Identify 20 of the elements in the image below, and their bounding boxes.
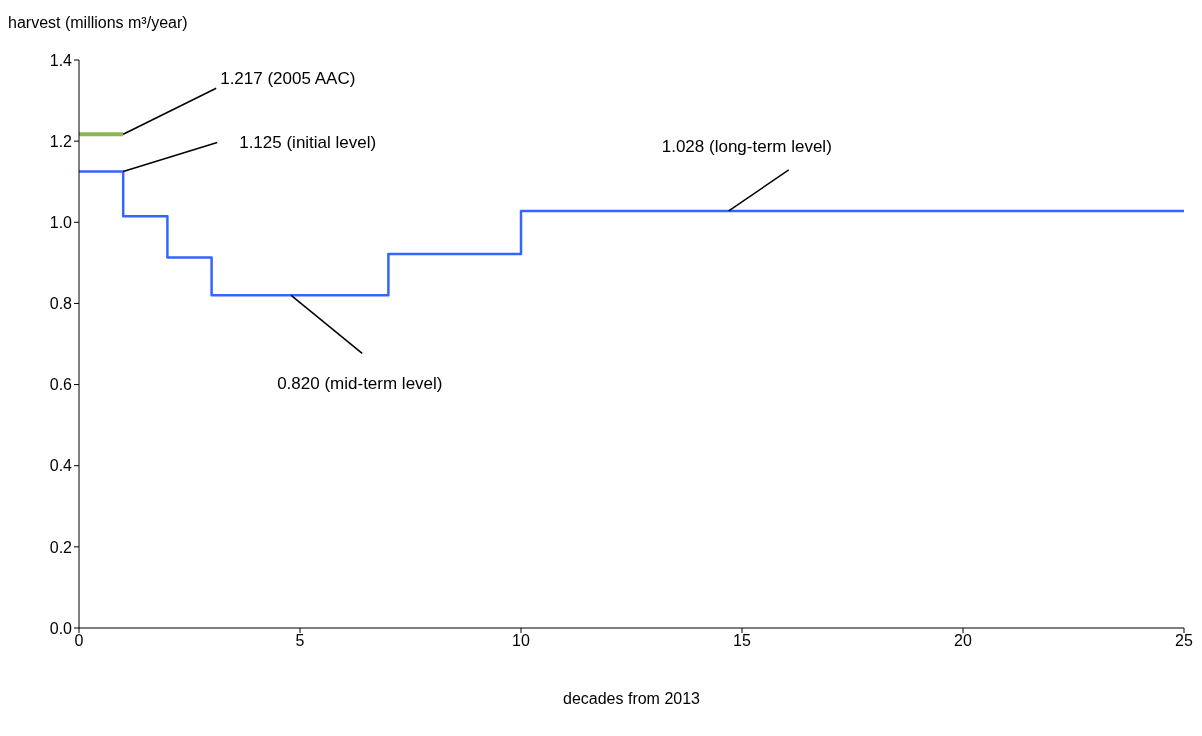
y-tick-label: 0.4 (49, 457, 73, 475)
y-axis-title: harvest (millions m³/year) (8, 14, 188, 32)
x-tick-label: 25 (1175, 632, 1193, 650)
y-tick-label: 1.2 (49, 132, 73, 150)
x-tick-label: 10 (512, 632, 530, 650)
annotation: 0.820 (mid-term level) (277, 373, 443, 393)
y-tick-label: 0.8 (49, 295, 73, 313)
x-axis-title: decades from 2013 (562, 690, 701, 708)
annotation: 1.028 (long-term level) (661, 137, 832, 157)
y-tick-label: 0.2 (49, 538, 73, 556)
y-tick-label: 0.6 (49, 376, 73, 394)
annotation: 1.125 (initial level) (239, 133, 377, 153)
annotation: 1.217 (2005 AAC) (220, 68, 356, 88)
y-tick-label: 1.0 (49, 213, 73, 231)
x-tick-label: 15 (733, 632, 751, 650)
y-tick-label: 1.4 (49, 51, 73, 69)
x-tick-label: 20 (954, 632, 972, 650)
y-tick-label: 0.0 (49, 619, 73, 637)
x-tick-label: 5 (295, 632, 305, 650)
x-tick-label: 0 (74, 632, 84, 650)
